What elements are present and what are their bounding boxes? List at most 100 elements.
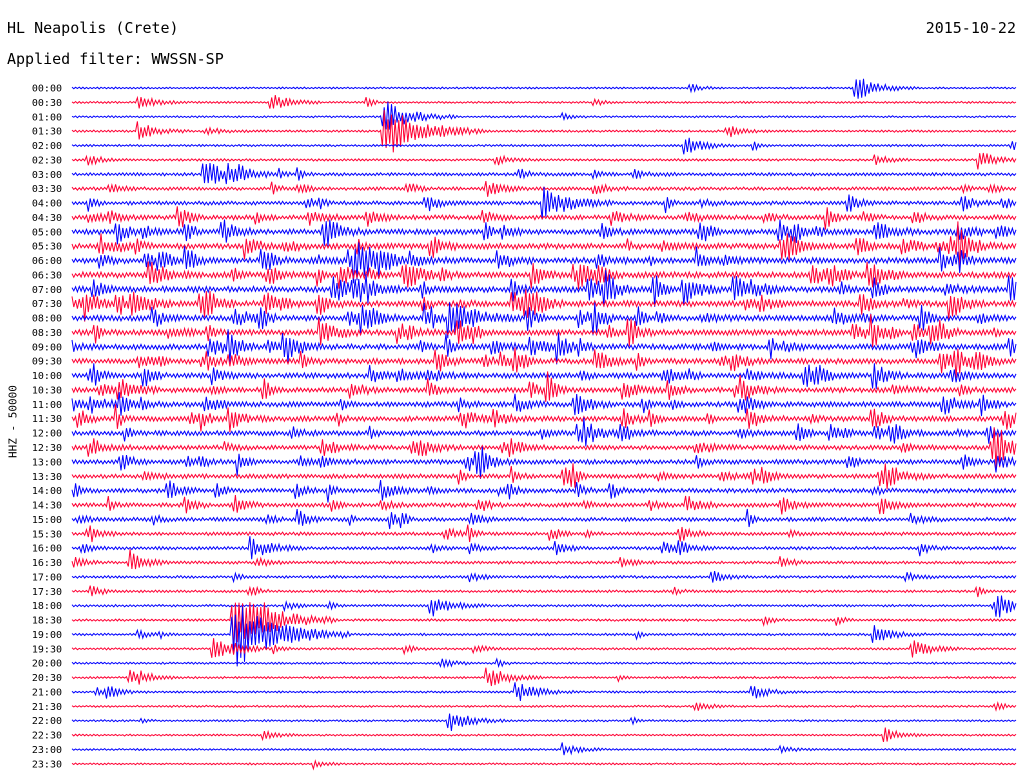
trace-row-2200: [71, 713, 1017, 732]
filter-label: Applied filter: WWSSN-SP: [7, 50, 224, 68]
trace-row-0800: [71, 302, 1017, 339]
row-time-label: 10:00: [32, 371, 62, 382]
trace-row-1500: [71, 508, 1017, 530]
trace-row-0100: [71, 101, 1017, 130]
trace-row-1900: [71, 606, 1017, 667]
trace-row-0400: [71, 186, 1017, 220]
trace-row-2100: [71, 682, 1017, 701]
row-time-label: 17:30: [32, 587, 62, 598]
row-time-label: 12:00: [32, 429, 62, 440]
station-title: HL Neapolis (Crete): [7, 19, 179, 37]
trace-row-0230: [71, 152, 1017, 170]
trace-row-0830: [71, 313, 1017, 348]
trace-row-1400: [71, 480, 1017, 503]
row-time-label: 21:30: [32, 702, 62, 713]
row-time-label: 01:30: [32, 127, 62, 138]
row-time-label: 16:00: [32, 544, 62, 555]
trace-row-0630: [71, 261, 1017, 290]
row-time-label: 14:00: [32, 486, 62, 497]
trace-row-2300: [71, 742, 1017, 756]
row-time-label: 22:00: [32, 716, 62, 727]
trace-row-2000: [71, 657, 1017, 669]
row-time-label: 02:30: [32, 155, 62, 166]
row-time-label: 22:30: [32, 731, 62, 742]
row-time-label: 04:30: [32, 213, 62, 224]
trace-row-0600: [71, 242, 1017, 284]
row-time-label: 00:30: [32, 98, 62, 109]
trace-row-1230: [71, 427, 1017, 469]
row-time-label: 08:30: [32, 328, 62, 339]
trace-row-1530: [71, 524, 1017, 543]
row-time-label: 19:00: [32, 630, 62, 641]
row-time-label: 00:00: [32, 84, 62, 95]
trace-row-1430: [71, 495, 1017, 515]
row-time-label: 23:30: [32, 759, 62, 770]
row-time-label: 23:00: [32, 745, 62, 756]
trace-row-0700: [71, 270, 1017, 307]
row-time-label: 15:00: [32, 515, 62, 526]
row-time-label: 12:30: [32, 443, 62, 454]
trace-row-1030: [71, 371, 1017, 402]
row-time-label: 09:00: [32, 342, 62, 353]
row-time-label: 07:00: [32, 285, 62, 296]
row-time-label: 05:30: [32, 242, 62, 253]
trace-row-0730: [71, 289, 1017, 322]
row-time-label: 14:30: [32, 501, 62, 512]
row-time-label: 19:30: [32, 644, 62, 655]
row-time-label: 01:00: [32, 112, 62, 123]
trace-row-1130: [71, 404, 1017, 433]
seismic-traces: [71, 78, 1017, 771]
row-time-label: 06:30: [32, 270, 62, 281]
row-time-label: 08:00: [32, 314, 62, 325]
trace-row-0500: [71, 219, 1017, 247]
trace-row-0300: [71, 162, 1017, 185]
row-time-label: 13:00: [32, 457, 62, 468]
trace-row-1830: [71, 602, 1017, 652]
row-time-label: 04:00: [32, 199, 62, 210]
row-time-label: 18:30: [32, 616, 62, 627]
row-time-label: 20:00: [32, 659, 62, 670]
row-time-label: 18:00: [32, 601, 62, 612]
trace-row-0430: [71, 206, 1017, 230]
trace-row-1300: [71, 446, 1017, 479]
row-time-label: 02:00: [32, 141, 62, 152]
row-time-label: 16:30: [32, 558, 62, 569]
row-time-label: 06:00: [32, 256, 62, 267]
row-time-label: 13:30: [32, 472, 62, 483]
trace-row-1730: [71, 585, 1017, 598]
row-time-label: 21:00: [32, 687, 62, 698]
trace-row-1700: [71, 571, 1017, 584]
trace-row-0130: [71, 110, 1017, 153]
trace-row-1100: [71, 392, 1017, 417]
row-time-label: 17:00: [32, 572, 62, 583]
row-time-label: 07:30: [32, 299, 62, 310]
trace-row-2330: [71, 759, 1017, 771]
row-time-label: 03:00: [32, 170, 62, 181]
row-time-label: 20:30: [32, 673, 62, 684]
row-time-label: 05:00: [32, 227, 62, 238]
trace-row-0530: [71, 221, 1017, 269]
trace-row-0200: [71, 137, 1017, 155]
trace-row-2230: [71, 727, 1017, 743]
row-time-label: 09:30: [32, 357, 62, 368]
row-time-label: 03:30: [32, 184, 62, 195]
row-time-label: 11:00: [32, 400, 62, 411]
trace-row-1330: [71, 463, 1017, 490]
trace-row-1630: [71, 549, 1017, 570]
row-time-label: 15:30: [32, 529, 62, 540]
trace-row-2130: [71, 701, 1017, 712]
row-time-label: 10:30: [32, 385, 62, 396]
trace-row-0900: [71, 329, 1017, 365]
trace-row-1800: [71, 595, 1017, 618]
trace-row-2030: [71, 667, 1017, 687]
trace-row-1000: [71, 363, 1017, 390]
trace-row-0930: [71, 347, 1017, 378]
trace-row-0030: [71, 95, 1017, 109]
trace-row-1200: [71, 417, 1017, 447]
trace-row-0000: [71, 78, 1017, 99]
row-time-label: 11:30: [32, 414, 62, 425]
row-time-labels: 00:00 00:30 01:00 01:30 02:00 02:30 03:00 03:30…: [32, 84, 62, 771]
trace-row-1930: [71, 638, 1017, 658]
trace-row-1600: [71, 536, 1017, 560]
